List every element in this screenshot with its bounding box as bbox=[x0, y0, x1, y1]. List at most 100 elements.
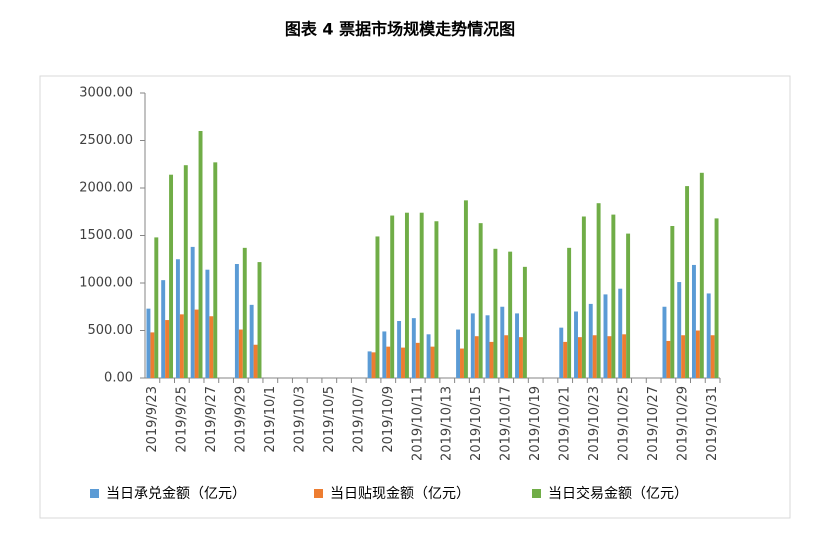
bar bbox=[146, 308, 151, 378]
bar bbox=[559, 327, 564, 378]
bar bbox=[714, 218, 719, 378]
bar bbox=[596, 203, 601, 378]
bar bbox=[430, 346, 435, 378]
bar bbox=[253, 344, 258, 378]
x-tick-label: 2019/10/5 bbox=[322, 386, 337, 453]
bar bbox=[677, 282, 682, 378]
bar bbox=[382, 331, 387, 378]
legend-swatch bbox=[314, 489, 323, 498]
bar bbox=[169, 174, 174, 378]
x-tick-label: 2019/10/1 bbox=[263, 386, 278, 453]
bar bbox=[691, 264, 696, 378]
bar bbox=[460, 348, 464, 378]
bar bbox=[706, 293, 711, 378]
bar bbox=[470, 313, 475, 378]
y-tick-label: 3000.00 bbox=[79, 86, 133, 101]
bar bbox=[670, 226, 675, 378]
y-tick-label: 2000.00 bbox=[79, 181, 133, 196]
legend-label: 当日交易金额（亿元） bbox=[548, 485, 688, 502]
bar bbox=[426, 334, 431, 378]
bar bbox=[404, 212, 409, 378]
chart-border bbox=[39, 75, 791, 519]
bar bbox=[415, 342, 420, 378]
bar bbox=[194, 309, 199, 378]
bar bbox=[710, 335, 715, 378]
bar bbox=[179, 314, 184, 378]
bar bbox=[522, 266, 527, 378]
bar bbox=[434, 221, 439, 378]
bar bbox=[161, 280, 166, 378]
bar bbox=[666, 340, 671, 378]
legend-label: 当日贴现金额（亿元） bbox=[330, 486, 470, 502]
bar bbox=[242, 247, 247, 378]
bar bbox=[515, 313, 519, 378]
bar bbox=[567, 247, 572, 378]
bar bbox=[581, 216, 586, 378]
bar bbox=[411, 318, 416, 378]
x-tick-label: 2019/10/13 bbox=[440, 386, 455, 461]
bar bbox=[618, 288, 623, 378]
x-tick-label: 2019/10/15 bbox=[469, 386, 484, 461]
x-tick-label: 2019/10/21 bbox=[558, 386, 573, 461]
bar bbox=[205, 269, 210, 378]
bar bbox=[611, 214, 616, 378]
bar bbox=[165, 320, 170, 378]
bar bbox=[622, 334, 627, 378]
x-tick-label: 2019/9/23 bbox=[145, 386, 160, 453]
x-tick-label: 2019/10/27 bbox=[646, 386, 661, 461]
bar bbox=[474, 336, 479, 378]
legend-swatch bbox=[532, 489, 541, 498]
bar bbox=[419, 212, 424, 378]
bar bbox=[238, 329, 243, 378]
bar bbox=[489, 341, 494, 378]
bar bbox=[699, 172, 704, 378]
y-tick-label: 500.00 bbox=[88, 323, 134, 338]
legend-label: 当日承兑金额（亿元） bbox=[106, 486, 246, 502]
x-tick-label: 2019/10/11 bbox=[410, 386, 425, 461]
bar bbox=[183, 165, 188, 378]
x-tick-label: 2019/10/25 bbox=[617, 386, 632, 461]
bar bbox=[234, 264, 239, 378]
bar bbox=[681, 335, 686, 378]
x-tick-label: 2019/10/19 bbox=[528, 386, 543, 461]
bar bbox=[375, 236, 380, 378]
x-tick-label: 2019/9/27 bbox=[204, 386, 219, 453]
x-tick-label: 2019/10/29 bbox=[676, 386, 691, 461]
x-tick-label: 2019/9/25 bbox=[174, 386, 189, 453]
x-tick-label: 2019/10/9 bbox=[381, 386, 396, 453]
bar bbox=[662, 306, 667, 378]
x-tick-label: 2019/10/7 bbox=[351, 386, 366, 453]
y-tick-label: 0.00 bbox=[104, 371, 133, 386]
bar bbox=[685, 186, 690, 378]
bar bbox=[588, 303, 593, 378]
bar bbox=[175, 259, 180, 378]
bar bbox=[198, 131, 203, 378]
bar bbox=[603, 294, 608, 378]
bar bbox=[518, 337, 523, 378]
bar bbox=[154, 237, 159, 378]
bar bbox=[607, 336, 612, 378]
bar bbox=[508, 251, 513, 378]
bar bbox=[257, 262, 262, 378]
y-tick-label: 1000.00 bbox=[79, 276, 133, 291]
x-tick-label: 2019/10/3 bbox=[292, 386, 307, 453]
bar bbox=[190, 246, 195, 378]
bar bbox=[456, 329, 461, 378]
x-tick-label: 2019/10/31 bbox=[705, 386, 720, 461]
bar bbox=[493, 248, 498, 378]
bar bbox=[397, 321, 402, 378]
bar bbox=[563, 341, 568, 378]
bar bbox=[463, 200, 468, 378]
bar bbox=[367, 351, 372, 378]
bar bbox=[150, 332, 155, 378]
bar bbox=[209, 316, 214, 378]
chart-title: 图表 4 票据市场规模走势情况图 bbox=[285, 20, 515, 39]
bar bbox=[401, 347, 405, 378]
bar bbox=[478, 223, 483, 378]
bar bbox=[574, 311, 578, 378]
x-tick-label: 2019/10/17 bbox=[499, 386, 514, 461]
bar bbox=[213, 162, 218, 378]
y-tick-label: 2500.00 bbox=[79, 133, 133, 148]
